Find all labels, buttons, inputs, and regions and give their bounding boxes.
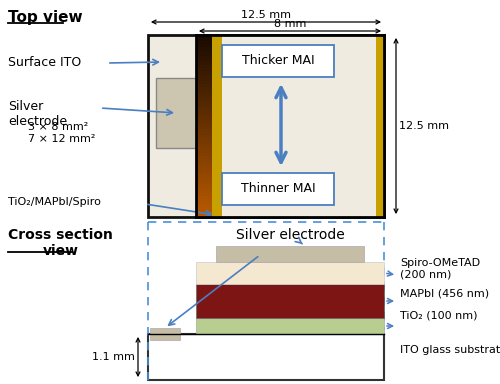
- Text: 3 × 8 mm²
7 × 12 mm²: 3 × 8 mm² 7 × 12 mm²: [28, 122, 96, 144]
- Bar: [196, 199, 212, 202]
- Text: Thicker MAI: Thicker MAI: [242, 55, 314, 68]
- Bar: [376, 35, 384, 217]
- Bar: [196, 166, 212, 169]
- Text: 12.5 mm: 12.5 mm: [399, 121, 449, 131]
- Bar: [196, 84, 212, 87]
- Text: Spiro-OMeTAD
(200 nm): Spiro-OMeTAD (200 nm): [400, 258, 480, 280]
- Bar: [196, 102, 212, 105]
- Bar: [196, 35, 212, 38]
- Bar: [196, 105, 212, 108]
- Bar: [148, 35, 384, 217]
- Bar: [196, 138, 212, 142]
- Bar: [196, 50, 212, 54]
- Bar: [196, 184, 212, 187]
- Text: TiO₂/MAPbI/Spiro: TiO₂/MAPbI/Spiro: [8, 197, 101, 207]
- Bar: [196, 175, 212, 178]
- Text: Silver electrode: Silver electrode: [236, 228, 344, 242]
- Bar: [196, 108, 212, 111]
- Bar: [196, 196, 212, 199]
- Bar: [196, 123, 212, 126]
- Bar: [196, 147, 212, 151]
- Bar: [196, 86, 212, 90]
- Bar: [196, 47, 212, 51]
- Bar: [196, 81, 212, 84]
- Bar: [196, 117, 212, 121]
- Text: Surface ITO: Surface ITO: [8, 56, 81, 70]
- Bar: [196, 65, 212, 69]
- Bar: [196, 144, 212, 148]
- Bar: [196, 141, 212, 145]
- Bar: [196, 41, 212, 45]
- Bar: [196, 153, 212, 157]
- Bar: [196, 135, 212, 139]
- Bar: [216, 246, 364, 262]
- Text: 1.1 mm: 1.1 mm: [92, 352, 135, 362]
- Bar: [196, 56, 212, 60]
- Bar: [196, 62, 212, 66]
- Bar: [196, 162, 212, 166]
- Text: Thinner MAI: Thinner MAI: [240, 182, 316, 195]
- Bar: [196, 129, 212, 132]
- Bar: [196, 96, 212, 99]
- Bar: [196, 132, 212, 136]
- Text: Silver
electrode: Silver electrode: [8, 100, 67, 128]
- Bar: [196, 89, 212, 93]
- Bar: [196, 284, 384, 318]
- Bar: [196, 159, 212, 163]
- Bar: [196, 53, 212, 57]
- Bar: [156, 78, 198, 148]
- Bar: [196, 172, 212, 175]
- Text: Top view: Top view: [8, 10, 83, 25]
- Bar: [196, 126, 212, 129]
- Bar: [196, 177, 212, 181]
- Bar: [196, 180, 212, 184]
- Text: MAPbI (456 nm): MAPbI (456 nm): [400, 288, 489, 298]
- Text: TiO₂ (100 nm): TiO₂ (100 nm): [400, 311, 477, 321]
- FancyBboxPatch shape: [222, 45, 334, 77]
- Bar: [212, 35, 222, 217]
- Bar: [196, 190, 212, 193]
- Text: 12.5 mm: 12.5 mm: [241, 10, 291, 20]
- Bar: [196, 38, 212, 41]
- Bar: [196, 208, 212, 212]
- Bar: [196, 202, 212, 205]
- Bar: [196, 214, 212, 217]
- Bar: [196, 93, 212, 96]
- Bar: [196, 78, 212, 81]
- Bar: [196, 71, 212, 75]
- Bar: [196, 59, 212, 63]
- Bar: [196, 74, 212, 78]
- Bar: [196, 205, 212, 209]
- Bar: [196, 318, 384, 334]
- Bar: [196, 150, 212, 154]
- Bar: [150, 328, 180, 340]
- Bar: [196, 99, 212, 102]
- Bar: [196, 193, 212, 196]
- Bar: [196, 169, 212, 172]
- Text: ITO glass substrate: ITO glass substrate: [400, 345, 500, 355]
- Bar: [196, 120, 212, 124]
- Bar: [196, 114, 212, 118]
- Bar: [196, 68, 212, 72]
- FancyBboxPatch shape: [222, 173, 334, 205]
- Text: Cross section
view: Cross section view: [8, 228, 113, 258]
- Bar: [196, 262, 384, 284]
- Bar: [196, 44, 212, 48]
- Bar: [148, 334, 384, 380]
- Bar: [196, 111, 212, 114]
- Text: 8 mm: 8 mm: [274, 19, 306, 29]
- Bar: [196, 211, 212, 215]
- Bar: [222, 35, 384, 217]
- Bar: [196, 156, 212, 160]
- Bar: [196, 187, 212, 190]
